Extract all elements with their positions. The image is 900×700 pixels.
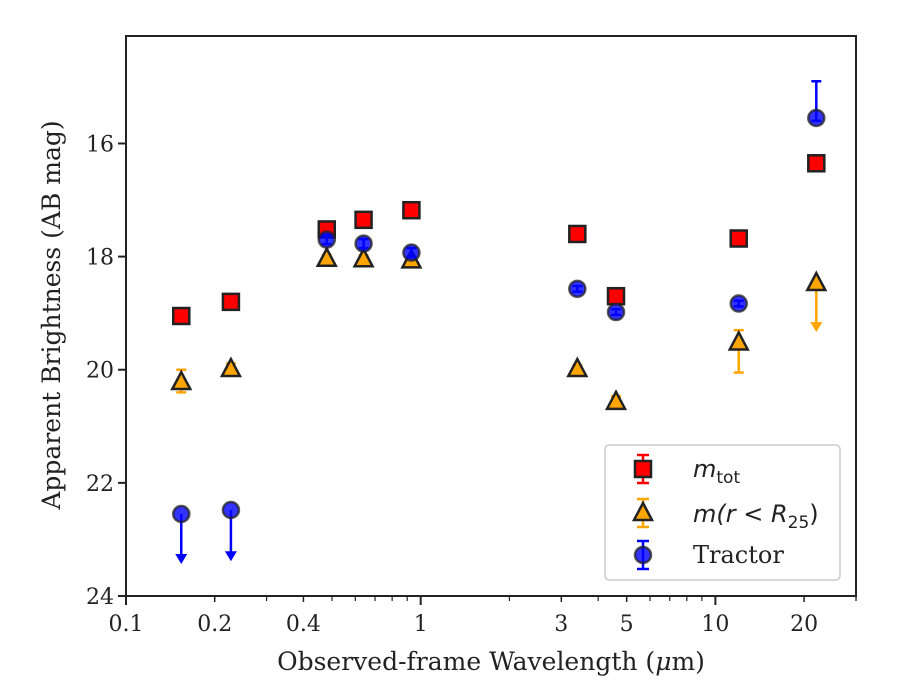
legend-label-mr25-post: ): [809, 500, 818, 528]
marker-square: [402, 200, 421, 220]
ticks-layer: 0.1 0.2 0.4 1 3 5 10 20 16 18 20 22 24: [86, 132, 857, 637]
data-point-square: [606, 286, 626, 306]
legend-label-mr25-sub: 25: [788, 513, 810, 533]
data-point-square: [221, 292, 241, 312]
x-axis-label: Observed-frame Wavelength (μm): [277, 647, 705, 676]
series-circle: [172, 80, 826, 565]
marker-circle: [317, 230, 337, 249]
marker-square: [606, 286, 626, 306]
data-point-triangle: [604, 389, 628, 411]
marker-triangle: [352, 246, 375, 268]
marker-circle: [402, 243, 421, 262]
legend-label-mtot: mtot: [693, 455, 740, 488]
data-point-square: [172, 306, 191, 326]
upper-limit-arrowhead: [810, 322, 823, 333]
data-point-square: [568, 224, 587, 244]
data-point-square: [402, 200, 421, 220]
x-axis-label-mu: μ: [655, 647, 671, 676]
legend-entry-mtot: mtot: [633, 453, 740, 488]
data-point-square: [729, 229, 748, 248]
legend-frame: [604, 444, 841, 581]
data-point-triangle: [352, 246, 375, 268]
data-point-triangle: [566, 356, 589, 378]
x-tick-label: 1: [414, 612, 428, 637]
data-point-circle: [606, 302, 626, 322]
marker-triangle: [315, 246, 338, 267]
x-tick-label: 10: [701, 612, 729, 637]
marker-square: [807, 154, 826, 173]
marker-triangle: [727, 329, 750, 351]
data-point-circle: [317, 230, 337, 249]
marker-triangle: [604, 389, 628, 411]
x-axis-label-pre: Observed-frame Wavelength (: [277, 647, 655, 676]
upper-limit-arrowhead: [175, 554, 188, 565]
marker-circle: [354, 234, 373, 253]
x-tick-label: 3: [554, 612, 568, 637]
marker-square: [221, 292, 241, 312]
data-point-circle: [354, 234, 373, 253]
x-tick-label: 0.2: [197, 612, 232, 637]
series-triangle: [170, 246, 828, 411]
data-point-square: [807, 154, 826, 173]
legend-label-mtot-main: m: [693, 455, 716, 483]
marker-circle: [807, 108, 826, 128]
legend-label-mtot-sub: tot: [716, 468, 740, 488]
data-point-circle: [402, 243, 421, 262]
legend-marker-circle: [633, 539, 653, 571]
legend: mtot m(r < R25) Tractor: [604, 444, 841, 581]
marker-square: [568, 224, 587, 244]
marker-square: [729, 229, 748, 248]
legend-label-mr25-main: m(r < R: [693, 500, 788, 528]
marker-circle: [606, 302, 626, 322]
y-tick-label: 22: [86, 472, 114, 497]
data-point-triangle: [727, 328, 750, 374]
marker-square: [172, 306, 191, 326]
data-point-triangle: [315, 246, 338, 267]
marker-square: [354, 210, 373, 230]
data-point-triangle: [219, 356, 242, 378]
marker-triangle: [170, 369, 193, 391]
y-tick-label: 18: [86, 246, 114, 271]
x-axis-label-post: m): [671, 647, 704, 676]
x-tick-label: 5: [620, 612, 634, 637]
y-tick-label: 24: [86, 585, 114, 610]
marker-triangle: [219, 356, 242, 378]
data-point-triangle: [170, 368, 193, 394]
marker-triangle: [805, 270, 828, 292]
legend-label-tractor: Tractor: [693, 541, 784, 569]
marker-circle: [729, 294, 748, 313]
upper-limit-arrowhead: [224, 551, 237, 562]
x-tick-label: 0.1: [109, 612, 144, 637]
y-axis-label: Apparent Brightness (AB mag): [37, 120, 66, 510]
marker-circle: [172, 504, 191, 524]
legend-marker-square: [633, 453, 653, 485]
legend-label-mr25: m(r < R25): [693, 500, 819, 533]
legend-entry-tractor: Tractor: [633, 539, 784, 571]
data-point-circle: [729, 294, 748, 313]
marker-triangle: [566, 356, 589, 378]
points-layer: [170, 80, 828, 565]
data-point-circle: [807, 80, 826, 128]
legend-entry-mr25: m(r < R25): [631, 497, 819, 533]
series-square: [172, 154, 826, 326]
data-point-square: [354, 210, 373, 230]
y-tick-label: 20: [86, 359, 114, 384]
marker-circle: [568, 279, 587, 299]
legend-marker-triangle: [631, 497, 655, 529]
x-tick-label: 20: [790, 612, 818, 637]
plot-frame: [125, 35, 857, 597]
data-point-circle: [172, 504, 191, 565]
data-point-triangle: [805, 270, 828, 333]
data-point-circle: [221, 500, 241, 562]
marker-circle: [221, 500, 241, 520]
x-tick-label: 0.4: [286, 612, 321, 637]
data-point-circle: [568, 279, 587, 299]
y-tick-label: 16: [86, 132, 114, 157]
